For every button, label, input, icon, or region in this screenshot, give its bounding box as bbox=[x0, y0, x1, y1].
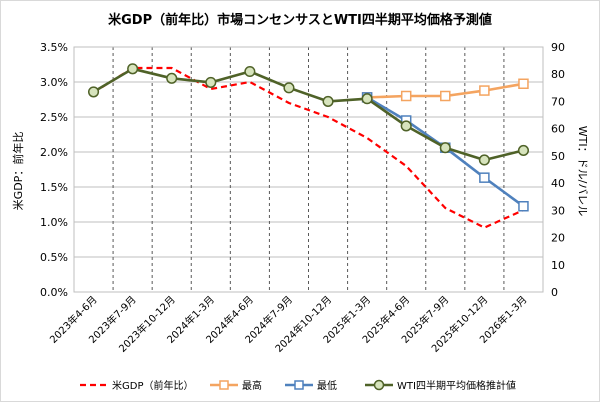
data-point bbox=[479, 172, 490, 183]
y-tick-label: 3.5% bbox=[40, 41, 68, 54]
y-tick-label: 1.5% bbox=[40, 181, 68, 194]
data-point bbox=[518, 201, 529, 212]
data-point bbox=[400, 90, 412, 102]
y2-axis-ticks: 0 10 20 30 40 50 60 70 80 90 bbox=[551, 41, 565, 299]
y2-tick-label: 30 bbox=[551, 204, 565, 217]
data-point bbox=[439, 142, 451, 154]
data-point bbox=[283, 82, 295, 94]
y2-tick-label: 70 bbox=[551, 95, 565, 108]
y2-tick-label: 40 bbox=[551, 177, 565, 190]
legend-label: 最高 bbox=[242, 379, 262, 392]
y-axis-label: 米GDP：前年比 bbox=[11, 132, 25, 211]
plot-area bbox=[73, 46, 544, 293]
y-tick-label: 3.0% bbox=[40, 76, 68, 89]
data-point bbox=[205, 76, 217, 88]
grid bbox=[73, 46, 544, 293]
y2-tick-label: 50 bbox=[551, 150, 565, 163]
series-line bbox=[92, 67, 524, 162]
legend-item: 米GDP（前年比） bbox=[80, 379, 193, 392]
data-point bbox=[518, 78, 529, 89]
data-point bbox=[478, 154, 490, 166]
y-axis-ticks: 0.0% 0.5% 1.0% 1.5% 2.0% 2.5% 3.0% 3.5% bbox=[40, 41, 68, 299]
y-tick-label: 2.0% bbox=[40, 146, 68, 159]
y2-tick-label: 60 bbox=[551, 123, 565, 136]
y2-tick-label: 90 bbox=[551, 41, 565, 54]
y2-tick-label: 20 bbox=[551, 232, 565, 245]
y2-tick-label: 10 bbox=[551, 259, 565, 272]
legend: 米GDP（前年比） 最高 最低 WTI四半期平均価格推計値 bbox=[80, 379, 516, 392]
legend-marker bbox=[219, 380, 229, 390]
series-3 bbox=[87, 63, 530, 166]
data-point bbox=[127, 63, 139, 75]
data-point bbox=[322, 95, 334, 107]
data-point bbox=[400, 120, 412, 132]
data-point bbox=[479, 85, 490, 96]
y2-tick-label: 0 bbox=[551, 286, 558, 299]
legend-marker bbox=[294, 380, 304, 390]
y-tick-label: 1.0% bbox=[40, 216, 68, 229]
y-tick-label: 0.5% bbox=[40, 251, 68, 264]
y-tick-label: 0.0% bbox=[40, 286, 68, 299]
legend-item: WTI四半期平均価格推計値 bbox=[365, 379, 516, 392]
legend-label: WTI四半期平均価格推計値 bbox=[397, 379, 516, 392]
data-point bbox=[244, 65, 256, 78]
data-point bbox=[87, 86, 100, 98]
legend-label: 最低 bbox=[317, 379, 337, 392]
legend-marker bbox=[373, 379, 385, 391]
data-point bbox=[440, 90, 451, 102]
series-line bbox=[92, 66, 524, 229]
y2-tick-label: 80 bbox=[551, 68, 565, 81]
chart-title: 米GDP（前年比）市場コンセンサスとWTI四半期平均価格予測値 bbox=[108, 12, 492, 28]
series-group bbox=[87, 63, 530, 229]
y-tick-label: 2.5% bbox=[40, 111, 68, 124]
series-0 bbox=[92, 66, 524, 229]
data-point bbox=[361, 93, 373, 105]
y2-axis-label: WTI：ドル/バレル bbox=[576, 126, 589, 217]
legend-label: 米GDP（前年比） bbox=[112, 379, 193, 392]
legend-item: 最低 bbox=[285, 379, 337, 392]
data-point bbox=[166, 72, 178, 84]
data-point bbox=[517, 144, 530, 156]
legend-item: 最高 bbox=[210, 379, 262, 392]
